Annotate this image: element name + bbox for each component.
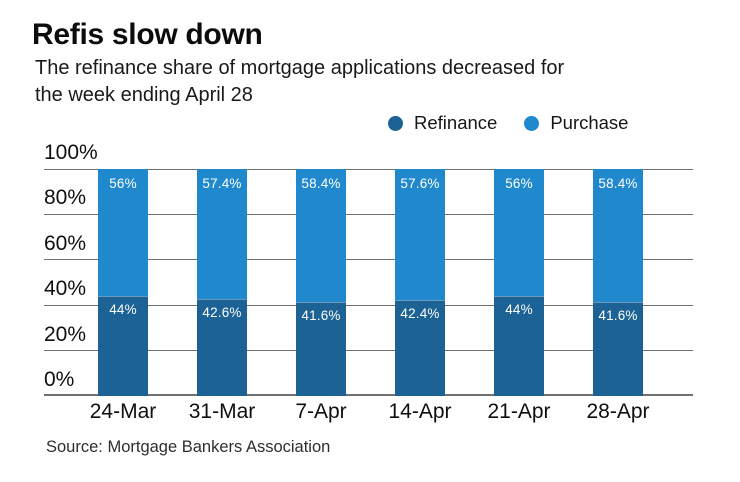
chart-subtitle: The refinance share of mortgage applicat… [35,55,564,109]
x-axis-label: 24-Mar [89,400,157,423]
x-axis-label: 31-Mar [188,400,256,423]
purchase-segment: 57.6% [395,169,445,300]
source-note: Source: Mortgage Bankers Association [46,438,331,456]
refinance-value-label: 42.6% [202,305,242,321]
gridline [44,304,693,306]
legend-item-purchase: Purchase [524,112,628,134]
refinance-value-label: 41.6% [301,307,341,323]
x-axis-label: 7-Apr [295,400,347,423]
purchase-segment: 57.4% [197,169,247,300]
purchase-segment: 58.4% [296,169,346,302]
y-axis-label: 60% [44,231,87,255]
y-axis-label: 40% [44,277,87,301]
gridline [44,394,693,396]
refinance-segment: 42.6% [197,299,247,396]
legend-label-refinance: Refinance [414,112,498,133]
bar-31-Mar: 57.4% 42.6% [197,169,247,396]
refinance-segment: 42.4% [395,299,445,396]
refinance-value-label: 42.4% [400,305,440,321]
bar-7-Apr: 58.4% 41.6% [296,169,346,396]
refinance-legend-dot-icon [388,115,403,131]
gridline [44,259,693,261]
plot-area: 0% 20% 40% 60% 80% 100% 56% 44% 24-Mar 57.4% 42.6%… [44,141,693,423]
bar-28-Apr: 58.4% 41.6% [593,169,643,396]
chart-title: Refis slow down [32,18,263,51]
legend-label-purchase: Purchase [550,112,629,133]
refinance-segment: 41.6% [593,301,643,396]
y-axis-label: 20% [44,322,87,346]
x-axis-label: 21-Apr [487,400,551,423]
purchase-value-label: 57.6% [400,176,440,191]
purchase-value-label: 58.4% [301,176,341,191]
refinance-segment: 44% [98,296,148,396]
purchase-value-label: 58.4% [598,176,638,191]
bar-21-Apr: 56% 44% [494,169,544,396]
purchase-value-label: 57.4% [202,176,242,191]
gridline [44,350,693,352]
legend-item-refinance: Refinance [388,112,497,134]
y-axis-label: 80% [44,186,87,210]
purchase-segment: 56% [494,169,544,297]
gridline [44,168,693,170]
purchase-value-label: 56% [505,176,533,191]
refinance-segment: 41.6% [296,301,346,396]
refinance-value-label: 41.6% [598,307,638,323]
bar-24-Mar: 56% 44% [98,169,148,396]
x-axis-label: 28-Apr [586,400,650,423]
refinance-value-label: 44% [505,302,533,318]
purchase-value-label: 56% [109,176,137,191]
y-axis-label: 0% [44,368,75,391]
subtitle-line-2: the week ending April 28 [35,84,253,106]
gridline [44,213,693,215]
y-axis-label: 100% [44,141,98,164]
x-axis-label: 14-Apr [388,400,452,423]
refinance-value-label: 44% [109,302,137,318]
purchase-legend-dot-icon [524,115,540,131]
subtitle-line-1: The refinance share of mortgage applicat… [35,57,565,79]
refinance-segment: 44% [494,296,544,396]
bar-14-Apr: 57.6% 42.4% [395,169,445,396]
legend: Refinance Purchase [388,112,628,134]
purchase-segment: 58.4% [593,169,643,302]
purchase-segment: 56% [98,169,148,297]
